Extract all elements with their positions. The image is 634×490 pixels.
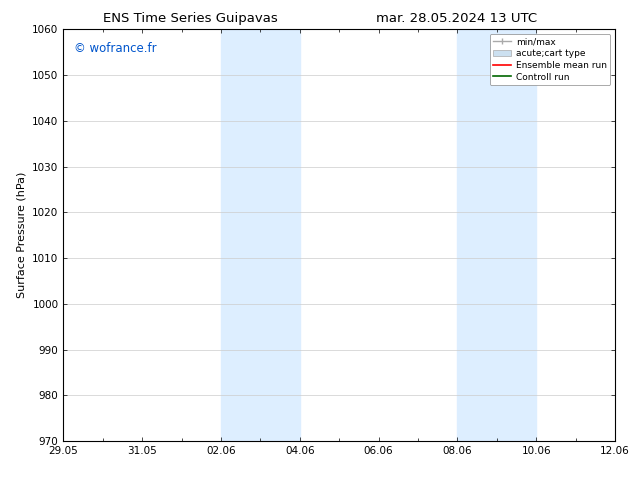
Text: mar. 28.05.2024 13 UTC: mar. 28.05.2024 13 UTC: [376, 12, 537, 25]
Bar: [457, 29, 536, 441]
Text: ENS Time Series Guipavas: ENS Time Series Guipavas: [103, 12, 278, 25]
Y-axis label: Surface Pressure (hPa): Surface Pressure (hPa): [16, 172, 27, 298]
Bar: [221, 29, 300, 441]
Text: © wofrance.fr: © wofrance.fr: [74, 42, 157, 55]
Legend: min/max, acute;cart type, Ensemble mean run, Controll run: min/max, acute;cart type, Ensemble mean …: [489, 34, 611, 85]
